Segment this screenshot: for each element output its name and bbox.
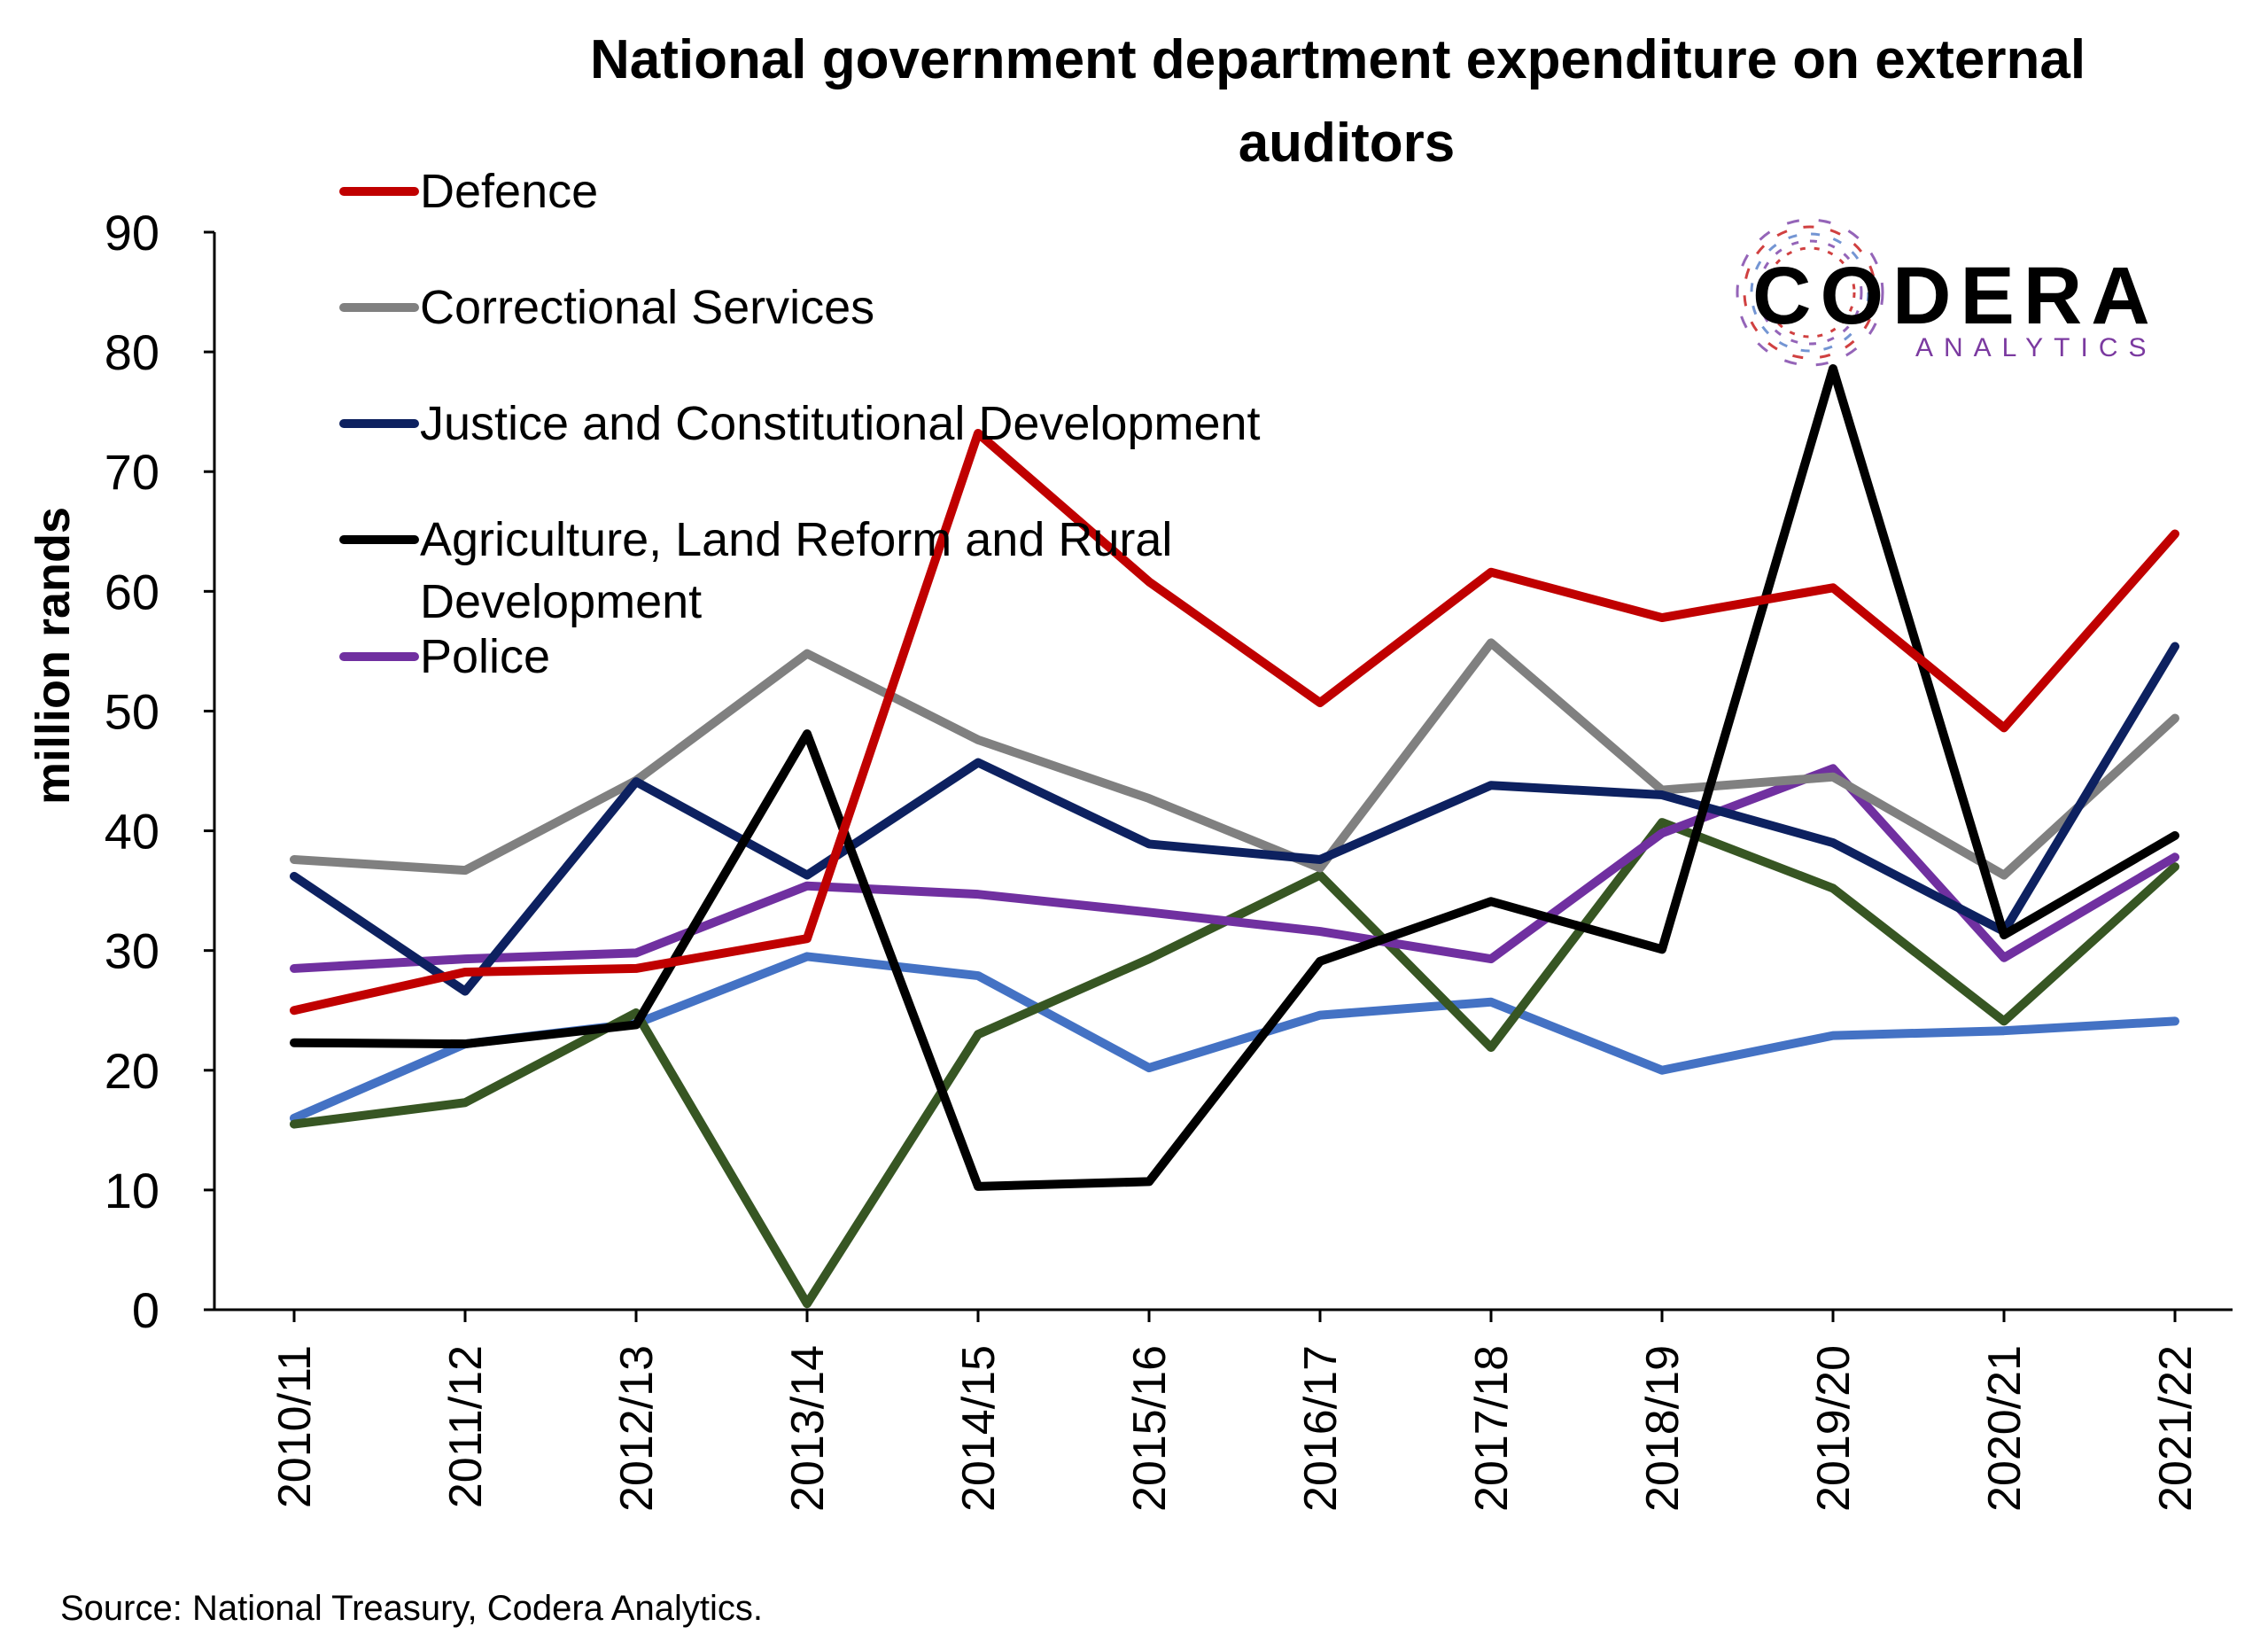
logo-wordmark: CODERA xyxy=(1752,251,2159,341)
x-tick-label: 2016/17 xyxy=(1295,1345,1347,1512)
x-tick-label: 2013/14 xyxy=(782,1345,834,1512)
series-line-agriculture-land-reform-and-rural-development xyxy=(290,364,2179,1191)
y-tick-label: 40 xyxy=(105,804,159,860)
x-tick-label: 2017/18 xyxy=(1466,1345,1518,1512)
x-tick-label: 2021/22 xyxy=(2150,1345,2202,1512)
logo-ring-arc xyxy=(1750,232,1870,353)
series-line-unlabeled-5 xyxy=(290,818,2179,1309)
legend-entry-label: Police xyxy=(420,630,550,683)
x-tick-label: 2012/13 xyxy=(611,1345,663,1512)
y-axis-label: million rands xyxy=(27,507,80,805)
legend-entry-line: Development xyxy=(420,575,702,628)
legend-entry-label: Agriculture, Land Reform and Rural Develo… xyxy=(420,513,1172,628)
legend: Defence Correctional Services Justice and … xyxy=(339,165,1261,683)
y-tick-label: 20 xyxy=(105,1043,159,1099)
logo-ring-arc xyxy=(1757,239,1863,346)
x-tick-label: 2011/12 xyxy=(440,1345,492,1508)
series-line-police xyxy=(290,764,2179,973)
y-tick-label: 90 xyxy=(105,205,159,261)
x-tick-label: 2018/19 xyxy=(1637,1345,1689,1512)
logo-ring-arc xyxy=(1743,225,1877,360)
legend-entry-label: Justice and Constitutional Development xyxy=(420,397,1261,450)
series-line-correctional-services xyxy=(290,638,2179,880)
x-tick-label: 2020/21 xyxy=(1979,1345,2031,1512)
x-tick-label: 2019/20 xyxy=(1808,1345,1860,1512)
y-tick-label: 10 xyxy=(105,1163,159,1218)
y-tick-label: 80 xyxy=(105,324,159,380)
chart-title-line: National government department expenditu… xyxy=(590,29,2085,90)
y-tick-label: 70 xyxy=(105,444,159,500)
logo-ring-icon xyxy=(1736,218,1884,367)
logo-tagline: ANALYTICS xyxy=(1915,333,2157,362)
legend-entry-line: Agriculture, Land Reform and Rural xyxy=(420,513,1172,566)
codera-logo: CODERA ANALYTICS xyxy=(1736,218,2159,367)
series-lines xyxy=(290,364,2179,1309)
y-tick-label: 0 xyxy=(132,1282,159,1338)
chart-title: National government department expenditu… xyxy=(590,29,2085,174)
chart-title-line: auditors xyxy=(1239,113,1456,174)
y-tick-label: 50 xyxy=(105,683,159,739)
source-note: Source: National Treasury, Codera Analyt… xyxy=(60,1589,763,1628)
x-tick-label: 2015/16 xyxy=(1124,1345,1176,1512)
x-tick-label: 2014/15 xyxy=(953,1345,1005,1512)
series-line-justice-and-constitutional-development xyxy=(290,642,2179,996)
series-line-unlabeled-6 xyxy=(290,952,2179,1123)
logo-ring-arc xyxy=(1764,246,1856,339)
legend-entry-label: Correctional Services xyxy=(420,281,874,334)
axes: 0 10 20 30 40 50 60 70 80 90 2010/11 2011/12 2012/13… xyxy=(105,205,2233,1512)
series-line-defence xyxy=(290,428,2179,1016)
x-tick-label: 2010/11 xyxy=(269,1345,321,1508)
y-tick-label: 60 xyxy=(105,564,159,619)
legend-entry-label: Defence xyxy=(420,165,598,218)
logo-ring-arc xyxy=(1736,218,1884,367)
y-tick-label: 30 xyxy=(105,923,159,979)
